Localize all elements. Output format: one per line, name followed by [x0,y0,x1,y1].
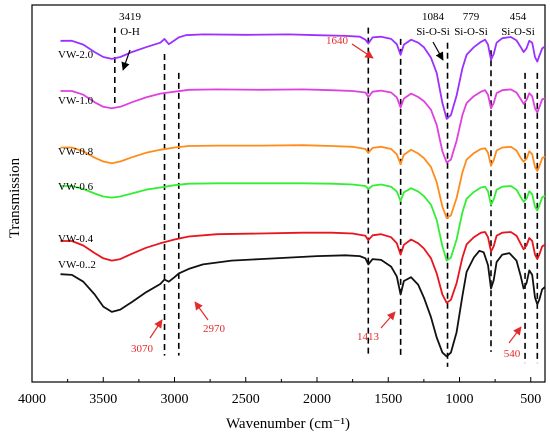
annotation-red-arrow [351,43,374,59]
x-tick-label: 1500 [374,392,402,407]
annotation-label: Si-O-Si [501,26,535,38]
annotation-red-label: 1640 [326,35,349,47]
annotation-label: Si-O-Si [454,26,488,38]
annotation-red-arrow [149,319,163,339]
annotation-label: 454 [510,11,527,23]
annotation-red-arrow [194,301,209,321]
plot-frame [31,4,546,383]
annotation-red-label: 3070 [131,343,154,355]
annotation-label: 779 [463,11,480,23]
annotation-red-label: 1413 [357,331,380,343]
y-axis-title: Transmission [7,157,23,238]
x-tick-label: 3500 [89,392,117,407]
annotation-red-label: 540 [504,348,521,360]
peak-annotations: 3419 O-H 1084 Si-O-Si 779 Si-O-Si 454 Si-O-Si 16… [119,11,535,360]
series-line [60,144,546,219]
series-line [60,88,546,164]
x-tick-label: 1000 [446,392,474,407]
annotation-arrow [121,49,131,71]
series-line [60,182,546,262]
series-line [60,249,546,358]
annotation-red-arrow [380,311,396,329]
series-group [60,33,546,358]
series-line [60,231,546,304]
series-label: VW-0.6 [58,181,94,193]
x-tick-label: 3000 [161,392,189,407]
series-label: VW-1.0 [58,95,94,107]
series-label: VW-0.8 [58,146,94,158]
annotation-red-arrow [508,326,522,344]
series-labels: VW-2.0 VW-1.0 VW-0.8 VW-0.6 VW-0.4 VW-0..2 [58,49,96,271]
x-axis-ticks: 4000 3500 3000 2500 2000 1500 1000 500 [18,377,541,407]
x-tick-label: 2500 [232,392,260,407]
annotation-label: 1084 [422,11,445,23]
annotation-arrow [432,41,444,61]
annotation-red-label: 2970 [203,323,226,335]
x-tick-label: 500 [520,392,541,407]
x-axis-title: Wavenumber (cm⁻¹) [226,416,350,432]
series-line [60,33,546,120]
peak-marker-lines [113,27,539,367]
series-label: VW-0..2 [58,259,96,271]
annotation-label: Si-O-Si [416,26,450,38]
series-label: VW-2.0 [58,49,94,61]
x-tick-label: 4000 [18,392,46,407]
annotation-label: 3419 [119,11,142,23]
x-tick-label: 2000 [303,392,331,407]
series-label: VW-0.4 [58,233,94,245]
annotation-label: O-H [120,26,140,38]
